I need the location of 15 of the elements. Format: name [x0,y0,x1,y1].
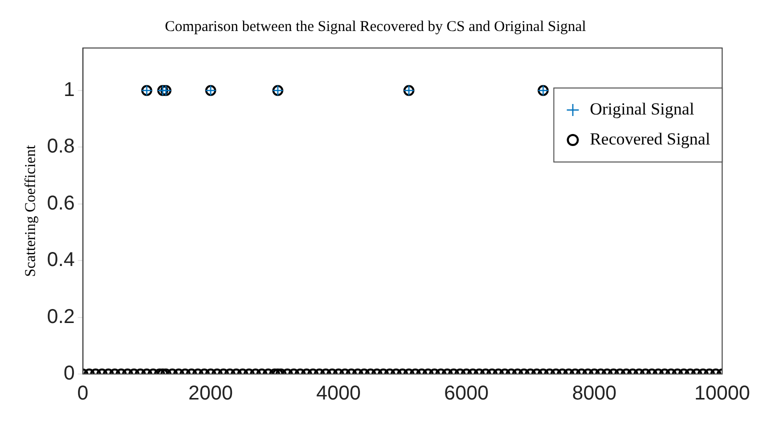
x-tick-label: 2000 [188,382,233,405]
x-tick-label: 4000 [316,382,361,405]
y-tick-label: 0.6 [46,192,75,214]
y-tick-label: 0.2 [46,306,75,328]
legend-label: Original Signal [590,99,694,118]
y-tick-label: 1 [64,79,75,102]
y-tick-label: 0.4 [46,249,75,272]
y-tick-label: 0 [64,362,75,385]
y-tick-label: 0.8 [46,136,75,158]
y-axis-title: Scattering Coefficient [22,144,39,277]
x-tick-label: 8000 [572,382,617,405]
x-tick-label: 6000 [444,382,489,405]
chart-title: Comparison between the Signal Recovered by CS and Original Signal [164,18,586,35]
x-tick-label: 10000 [694,382,750,405]
legend-label: Recovered Signal [590,129,710,148]
